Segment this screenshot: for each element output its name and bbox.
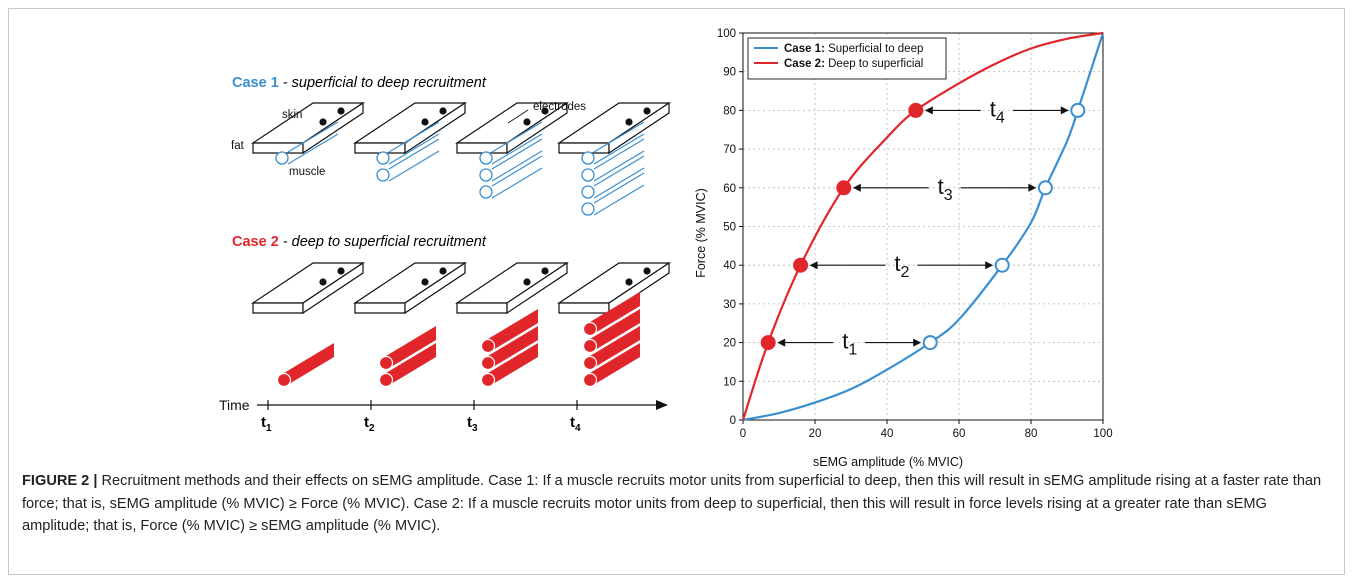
y-tick-label: 30 [723,299,736,311]
annotation-arrowhead-left [809,261,818,270]
time-tick-4: t4 [570,414,581,434]
annotation-label-t2: t2 [894,251,909,281]
time-axis [257,400,668,410]
figure-label: FIGURE 2 | [22,473,98,489]
annotation-arrowhead-right [985,261,994,270]
chart-legend: Case 1: Superficial to deep Case 2: Deep … [747,37,947,80]
figure-frame [8,8,1345,575]
x-tick-label: 20 [809,428,822,440]
chart-annotations: t1 t2 t3 t4 [777,96,1069,359]
case2-stage-3 [456,262,568,314]
annotation-arrowhead-right [1060,106,1069,115]
case1-label: Case 1 [232,75,279,91]
data-point-case-1 [994,257,1010,273]
skin-label: skin [282,109,302,121]
x-tick-label: 0 [740,428,746,440]
y-tick-label: 60 [723,183,736,195]
case2-stage-4 [558,262,670,314]
electrode-leader-line [507,109,529,124]
annotation-arrowhead-left [924,106,933,115]
chart-markers [760,102,1086,351]
case2-stage-2 [354,262,466,314]
data-point-case-2 [793,257,809,273]
recruitment-diagram: Case 1 - superficial to deep recruitment… [219,75,670,434]
time-tick-2: t2 [364,414,375,434]
x-tick-label: 100 [1093,428,1112,440]
data-point-case-2 [836,180,852,196]
case1-stage-1 [252,102,364,154]
data-point-case-1 [922,335,938,351]
x-axis-label: sEMG amplitude (% MVIC) [813,455,963,469]
electrodes-label: electrodes [533,101,586,113]
figure-caption: FIGURE 2 | Recruitment methods and their… [22,470,1337,538]
y-axis-label: Force (% MVIC) [694,188,708,278]
muscle-label: muscle [289,166,325,178]
data-point-case-2 [760,335,776,351]
y-tick-label: 0 [730,415,736,427]
series-line-case-2 [741,31,1104,421]
fat-label: fat [231,140,245,152]
x-tick-label: 80 [1025,428,1038,440]
data-point-case-1 [1037,180,1053,196]
y-tick-label: 100 [717,28,736,40]
chart-grid [743,33,1103,420]
case1-stage-2 [354,102,466,154]
y-tick-label: 10 [723,376,736,388]
x-tick-label: 40 [881,428,894,440]
annotation-arrowhead-left [777,338,786,347]
caption-text: Recruitment methods and their effects on… [22,473,1322,534]
annotation-label-t1: t1 [842,329,857,359]
case1-description: - superficial to deep recruitment [279,75,487,91]
time-tick-3: t3 [467,414,478,434]
data-point-case-1 [1070,102,1086,118]
annotation-arrowhead-right [913,338,922,347]
case2-label: Case 2 [232,234,279,250]
time-tick-1: t1 [261,414,272,434]
annotation-arrowhead-left [852,183,861,192]
y-tick-label: 70 [723,144,736,156]
annotation-label-t4: t4 [990,96,1005,126]
svg-text:Case 2 - deep to superficial r: Case 2 - deep to superficial recruitment [232,234,487,250]
svg-text:Case 1 - superficial to deep r: Case 1 - superficial to deep recruitment [232,75,487,91]
series-line-case-1 [742,32,1105,422]
y-tick-label: 40 [723,260,736,272]
y-tick-label: 90 [723,67,736,79]
y-tick-label: 50 [723,222,736,234]
time-label: Time [219,397,250,413]
chart-series [741,31,1105,422]
y-tick-label: 20 [723,338,736,350]
annotation-label-t3: t3 [938,174,953,204]
y-tick-label: 80 [723,105,736,117]
annotation-arrowhead-right [1028,183,1037,192]
legend-entry-case-1: Case 1: Superficial to deep [784,43,923,55]
chart-axes: 0 10 20 30 40 50 60 70 80 90 100 0 20 40 60 80 100 [717,28,1113,440]
x-tick-label: 60 [953,428,966,440]
case2-stage-1 [252,262,364,314]
legend-box [747,37,947,80]
case2-description: - deep to superficial recruitment [279,234,487,250]
legend-entry-case-2: Case 2: Deep to superficial [784,58,923,70]
data-point-case-2 [908,102,924,118]
